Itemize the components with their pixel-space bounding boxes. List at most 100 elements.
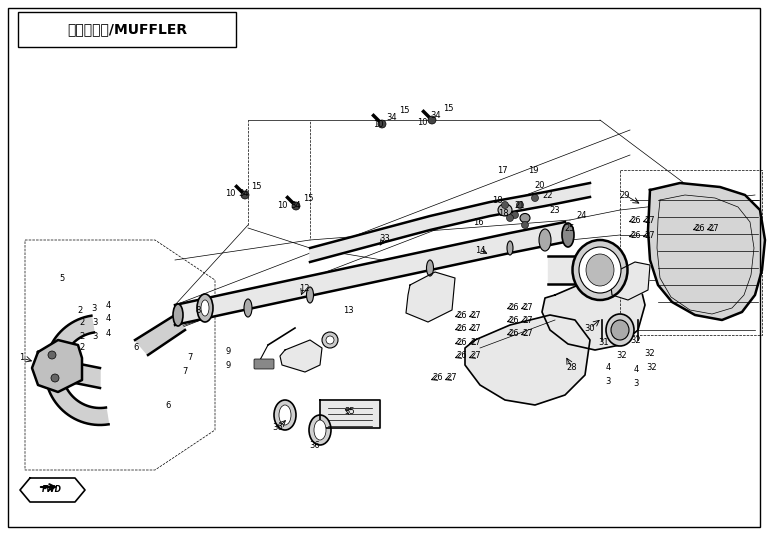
Text: 27: 27 bbox=[471, 324, 482, 332]
Text: 3: 3 bbox=[91, 303, 97, 312]
Circle shape bbox=[292, 202, 300, 210]
Text: 27: 27 bbox=[471, 351, 482, 361]
Circle shape bbox=[51, 374, 59, 382]
Ellipse shape bbox=[197, 294, 213, 322]
Ellipse shape bbox=[274, 400, 296, 430]
Text: 34: 34 bbox=[431, 111, 442, 119]
Ellipse shape bbox=[306, 287, 313, 303]
Text: 7: 7 bbox=[182, 368, 187, 377]
Ellipse shape bbox=[314, 420, 326, 440]
Text: 1: 1 bbox=[19, 354, 25, 363]
Text: 2: 2 bbox=[78, 305, 83, 315]
Polygon shape bbox=[175, 222, 565, 325]
Circle shape bbox=[428, 116, 436, 124]
Polygon shape bbox=[548, 256, 598, 284]
Text: 15: 15 bbox=[250, 181, 261, 190]
Text: 3: 3 bbox=[92, 332, 98, 340]
Polygon shape bbox=[20, 478, 85, 502]
Text: 26: 26 bbox=[508, 328, 519, 338]
Text: 31: 31 bbox=[599, 338, 609, 347]
Text: 16: 16 bbox=[472, 218, 483, 226]
Circle shape bbox=[502, 202, 508, 209]
Text: 26: 26 bbox=[432, 373, 443, 383]
Text: 14: 14 bbox=[475, 246, 485, 255]
Text: 8: 8 bbox=[195, 305, 200, 315]
Polygon shape bbox=[280, 340, 322, 372]
Circle shape bbox=[241, 191, 249, 199]
Circle shape bbox=[517, 202, 524, 209]
Text: 27: 27 bbox=[447, 373, 457, 383]
Text: 17: 17 bbox=[497, 165, 508, 174]
Text: 25: 25 bbox=[564, 224, 575, 233]
Polygon shape bbox=[310, 183, 590, 262]
Ellipse shape bbox=[520, 213, 530, 223]
Text: 9: 9 bbox=[225, 348, 230, 356]
Text: 32: 32 bbox=[644, 349, 655, 358]
Circle shape bbox=[48, 351, 56, 359]
Polygon shape bbox=[45, 316, 108, 425]
Text: 20: 20 bbox=[535, 180, 545, 189]
Text: 18: 18 bbox=[492, 195, 502, 204]
Circle shape bbox=[322, 332, 338, 348]
Circle shape bbox=[511, 211, 518, 218]
Circle shape bbox=[326, 336, 334, 344]
Ellipse shape bbox=[586, 254, 614, 286]
Polygon shape bbox=[135, 315, 185, 355]
Polygon shape bbox=[465, 315, 590, 405]
Circle shape bbox=[507, 215, 514, 221]
Polygon shape bbox=[32, 340, 82, 392]
Text: 2: 2 bbox=[79, 343, 84, 353]
Text: 6: 6 bbox=[165, 401, 170, 409]
Text: 26: 26 bbox=[508, 302, 519, 311]
Text: 36: 36 bbox=[273, 424, 283, 432]
Circle shape bbox=[531, 195, 538, 202]
Ellipse shape bbox=[173, 304, 183, 326]
Text: 4: 4 bbox=[105, 328, 111, 338]
Text: 10: 10 bbox=[372, 119, 383, 128]
Text: 15: 15 bbox=[303, 194, 313, 203]
Text: 27: 27 bbox=[709, 224, 720, 233]
Text: 34: 34 bbox=[386, 112, 397, 121]
Text: 33: 33 bbox=[379, 233, 390, 242]
Text: 2: 2 bbox=[79, 332, 84, 340]
Text: 26: 26 bbox=[457, 351, 467, 361]
Ellipse shape bbox=[244, 299, 252, 317]
Circle shape bbox=[521, 221, 528, 228]
Text: 27: 27 bbox=[471, 338, 482, 347]
Polygon shape bbox=[648, 183, 765, 320]
Text: 2: 2 bbox=[79, 317, 84, 326]
Ellipse shape bbox=[579, 247, 621, 293]
Polygon shape bbox=[320, 400, 380, 428]
Text: 10: 10 bbox=[276, 201, 287, 210]
Text: 4: 4 bbox=[105, 301, 111, 310]
Ellipse shape bbox=[572, 240, 627, 300]
Ellipse shape bbox=[539, 229, 551, 251]
Text: 3: 3 bbox=[92, 317, 98, 326]
Polygon shape bbox=[50, 358, 100, 388]
Text: 5: 5 bbox=[59, 273, 65, 282]
Text: 26: 26 bbox=[695, 224, 705, 233]
Text: 13: 13 bbox=[343, 305, 353, 315]
Ellipse shape bbox=[498, 204, 512, 216]
Polygon shape bbox=[542, 275, 645, 350]
Text: FWD: FWD bbox=[42, 485, 62, 494]
Text: 26: 26 bbox=[508, 316, 519, 325]
Text: 18: 18 bbox=[498, 209, 508, 218]
Text: 30: 30 bbox=[584, 324, 595, 332]
Text: 4: 4 bbox=[605, 363, 611, 372]
FancyBboxPatch shape bbox=[254, 359, 274, 369]
Text: 27: 27 bbox=[523, 316, 533, 325]
Polygon shape bbox=[610, 262, 650, 300]
Ellipse shape bbox=[279, 405, 291, 425]
Text: 32: 32 bbox=[631, 335, 641, 345]
Text: 10: 10 bbox=[225, 188, 235, 197]
Text: 19: 19 bbox=[528, 165, 538, 174]
Ellipse shape bbox=[562, 223, 574, 247]
Ellipse shape bbox=[201, 300, 209, 316]
Text: 36: 36 bbox=[310, 440, 320, 449]
Text: 34: 34 bbox=[239, 188, 250, 197]
Text: 3: 3 bbox=[634, 379, 639, 388]
Ellipse shape bbox=[606, 314, 634, 346]
Text: 26: 26 bbox=[457, 338, 467, 347]
Text: 26: 26 bbox=[457, 324, 467, 332]
